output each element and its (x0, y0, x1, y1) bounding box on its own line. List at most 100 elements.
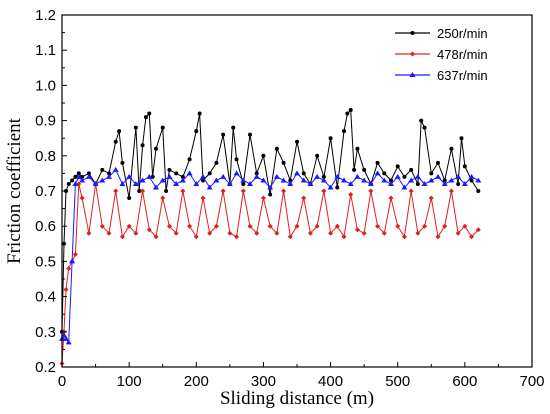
data-point (119, 234, 125, 240)
data-point (401, 184, 408, 190)
data-point (220, 173, 227, 179)
data-point (462, 164, 467, 169)
data-point (287, 180, 294, 186)
data-point (274, 146, 279, 151)
data-point (140, 143, 145, 148)
data-point (476, 189, 481, 193)
data-point (260, 195, 266, 201)
data-point (375, 223, 381, 229)
data-point (85, 173, 92, 179)
data-point (348, 192, 354, 198)
data-point (227, 230, 233, 236)
data-point (307, 230, 313, 236)
x-tick-label: 600 (452, 373, 477, 390)
data-point (254, 171, 259, 176)
data-point (267, 223, 273, 229)
data-point (201, 178, 205, 183)
data-point (361, 230, 367, 236)
data-point (112, 166, 119, 172)
data-point (273, 173, 280, 179)
data-point (234, 234, 240, 240)
data-point (76, 171, 81, 176)
data-point (187, 157, 192, 162)
data-point (422, 223, 428, 229)
x-tick-label: 400 (318, 373, 343, 390)
data-point (79, 195, 85, 201)
data-point (213, 223, 219, 229)
data-point (435, 234, 441, 240)
data-point (66, 265, 72, 271)
data-point (186, 170, 193, 176)
data-point (106, 230, 112, 236)
data-point (119, 180, 126, 186)
data-point (328, 230, 334, 236)
series-0 (60, 108, 481, 334)
data-point (395, 164, 400, 169)
legend-label: 250r/min (437, 26, 488, 41)
data-point (475, 227, 481, 233)
data-point (194, 129, 199, 134)
data-point (469, 234, 475, 240)
data-point (409, 167, 414, 172)
data-point (140, 188, 146, 194)
data-point (174, 171, 179, 176)
data-point (334, 173, 341, 179)
series-layer (59, 108, 482, 366)
data-point (241, 181, 246, 186)
data-point (408, 188, 414, 194)
series-line (61, 183, 479, 364)
data-point (220, 188, 226, 194)
data-point (180, 174, 185, 179)
data-point (375, 160, 380, 165)
data-point (435, 173, 441, 179)
y-tick-label: 0.4 (35, 289, 56, 306)
data-point (120, 160, 125, 165)
data-point (207, 230, 213, 236)
data-point (361, 177, 368, 183)
data-point (72, 251, 78, 257)
data-point (315, 153, 320, 158)
data-point (307, 180, 314, 186)
y-tick-label: 0.9 (35, 113, 56, 130)
data-point (253, 173, 260, 179)
data-point (65, 339, 72, 345)
data-point (113, 139, 118, 144)
y-tick-label: 0.2 (35, 359, 56, 376)
data-point (295, 139, 299, 144)
data-point (133, 125, 138, 130)
data-point (388, 195, 394, 201)
legend-marker (410, 31, 415, 35)
data-point (153, 234, 159, 240)
data-point (160, 125, 165, 130)
data-point (127, 196, 132, 201)
data-point (345, 111, 350, 116)
data-point (69, 258, 76, 264)
data-point (352, 167, 357, 172)
data-point (429, 171, 434, 176)
data-point (381, 177, 388, 183)
data-point (415, 230, 421, 236)
data-point (154, 146, 158, 151)
x-tick-label: 300 (251, 373, 276, 390)
data-point (335, 185, 340, 190)
data-point (247, 223, 253, 229)
y-tick-label: 1.1 (35, 42, 56, 59)
data-point (234, 157, 239, 162)
x-tick-label: 200 (184, 373, 209, 390)
data-point (461, 180, 468, 186)
data-point (347, 180, 354, 186)
data-point (133, 230, 139, 236)
legend-label: 637r/min (437, 68, 488, 83)
data-point (388, 180, 394, 186)
data-point (70, 178, 75, 183)
data-point (173, 180, 180, 186)
y-tick-label: 0.5 (35, 253, 56, 270)
data-point (414, 173, 421, 179)
data-point (231, 125, 236, 130)
legend-marker (410, 51, 415, 57)
data-point (419, 118, 424, 123)
data-point (314, 223, 320, 229)
data-point (75, 173, 82, 179)
data-point (342, 129, 346, 134)
